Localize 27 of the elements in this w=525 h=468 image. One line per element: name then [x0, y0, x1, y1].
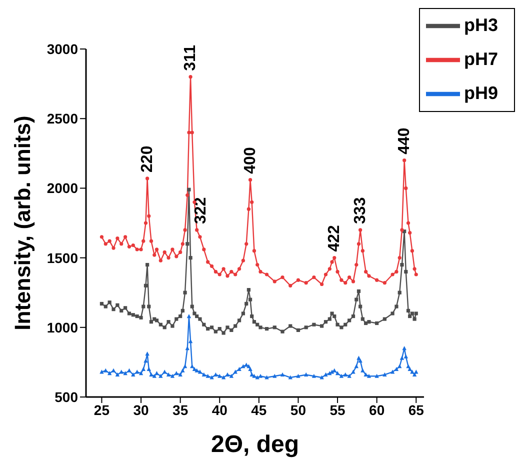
- y-tick-label: 2500: [46, 110, 78, 127]
- y-tick-label: 2000: [46, 180, 78, 196]
- x-tick-label: 40: [212, 402, 228, 418]
- annotation: 322: [192, 197, 210, 224]
- annotation: 422: [326, 225, 343, 252]
- y-tick-label: 1000: [46, 319, 78, 336]
- x-tick-label: 65: [408, 402, 424, 418]
- y-tick-label: 3000: [46, 40, 78, 57]
- annotation: 440: [396, 128, 413, 154]
- legend-label: pH7: [464, 48, 498, 69]
- x-tick-label: 35: [172, 402, 188, 418]
- y-tick-label: 500: [54, 388, 78, 405]
- x-tick-label: 55: [330, 402, 346, 418]
- x-tick-label: 50: [290, 402, 306, 418]
- y-axis-title: Intensity, (arb. units): [10, 116, 35, 330]
- x-tick-label: 45: [251, 402, 267, 418]
- x-tick-label: 25: [94, 402, 110, 418]
- annotation: 333: [352, 197, 369, 224]
- legend-label: pH9: [464, 82, 498, 103]
- annotation: 400: [242, 147, 259, 174]
- legend-label: pH3: [464, 14, 498, 35]
- x-axis-title: 2Θ, deg: [210, 431, 300, 458]
- x-tick-label: 60: [369, 402, 385, 418]
- y-tick-label: 1500: [46, 250, 78, 266]
- annotation: 311: [182, 44, 200, 71]
- x-tick-label: 30: [133, 402, 150, 418]
- annotation: 220: [138, 146, 156, 172]
